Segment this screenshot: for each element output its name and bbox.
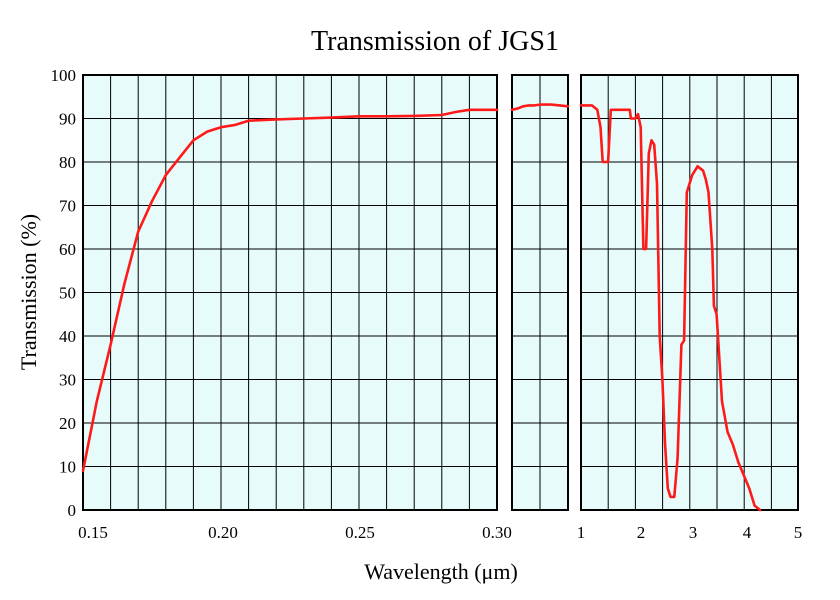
y-tick-label: 80 [59, 153, 76, 172]
x-tick-label: 0.30 [482, 523, 512, 542]
chart-title: Transmission of JGS1 [311, 26, 559, 57]
plot-panels [81, 74, 799, 512]
y-tick-label: 70 [59, 197, 76, 216]
plot-frame [580, 74, 799, 511]
y-tick-label: 100 [51, 66, 77, 85]
x-tick-label: 0.15 [78, 523, 108, 542]
transmission-series-line [81, 108, 499, 473]
y-tick-label: 10 [59, 458, 76, 477]
x-tick-label: 3 [689, 523, 698, 542]
x-tick-label: 2 [637, 523, 646, 542]
transmission-series-line [579, 104, 762, 512]
plot-frame [511, 74, 569, 511]
x-tick-label: 5 [794, 523, 803, 542]
plot-panel-1 [81, 74, 499, 511]
x-tick-label: 0.25 [345, 523, 375, 542]
transmission-series-line [510, 103, 570, 112]
y-axis-label: Transmission (%) [16, 214, 41, 370]
x-tick-label: 4 [743, 523, 752, 542]
y-tick-label: 50 [59, 284, 76, 303]
x-tick-labels: 0.15 0.20 0.25 0.30 1 2 3 4 5 [78, 523, 802, 542]
x-tick-label: 1 [577, 523, 586, 542]
y-tick-label: 30 [59, 371, 76, 390]
plot-frame [82, 74, 498, 511]
y-tick-label: 0 [68, 501, 77, 520]
y-tick-label: 60 [59, 240, 76, 259]
y-tick-label: 90 [59, 110, 76, 129]
x-tick-label: 0.20 [208, 523, 238, 542]
y-tick-label: 40 [59, 327, 76, 346]
y-tick-label: 20 [59, 414, 76, 433]
plot-panel-2 [510, 74, 570, 511]
x-axis-label: Wavelength (μm) [364, 559, 518, 584]
plot-panel-3 [579, 74, 799, 512]
